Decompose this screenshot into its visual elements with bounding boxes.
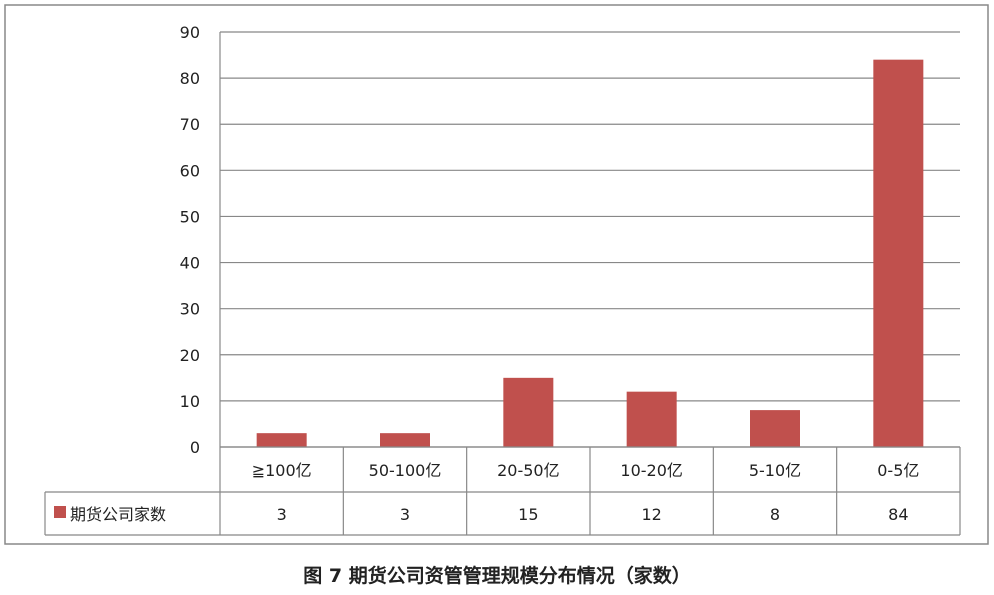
chart-caption: 图 7 期货公司资管管理规模分布情况（家数）: [303, 564, 690, 587]
y-tick-label: 0: [190, 438, 200, 457]
y-tick-label: 50: [180, 207, 200, 226]
category-label: 50-100亿: [369, 461, 442, 480]
table-value: 3: [277, 505, 287, 524]
y-tick-label: 80: [180, 69, 200, 88]
category-label: 0-5亿: [877, 461, 919, 480]
category-label: 20-50亿: [497, 461, 560, 480]
legend-swatch: [54, 506, 66, 518]
bar: [256, 433, 307, 447]
table-value: 15: [518, 505, 538, 524]
y-tick-label: 90: [180, 23, 200, 42]
y-tick-label: 40: [180, 254, 200, 273]
category-label: ≧100亿: [252, 461, 312, 480]
bar: [380, 433, 430, 447]
table-value: 12: [641, 505, 661, 524]
y-tick-label: 70: [180, 115, 200, 134]
y-tick-label: 60: [180, 161, 200, 180]
bar: [750, 410, 800, 447]
legend-label: 期货公司家数: [70, 505, 166, 524]
table-value: 84: [888, 505, 908, 524]
chart-border: [4, 4, 989, 545]
table-value: 8: [770, 505, 780, 524]
category-label: 5-10亿: [749, 461, 801, 480]
bar: [503, 377, 554, 447]
y-tick-label: 10: [180, 392, 200, 411]
bar: [626, 391, 677, 447]
bar: [873, 59, 924, 448]
y-tick-label: 20: [180, 346, 200, 365]
category-label: 10-20亿: [620, 461, 683, 480]
y-tick-label: 30: [180, 300, 200, 319]
table-value: 3: [400, 505, 410, 524]
